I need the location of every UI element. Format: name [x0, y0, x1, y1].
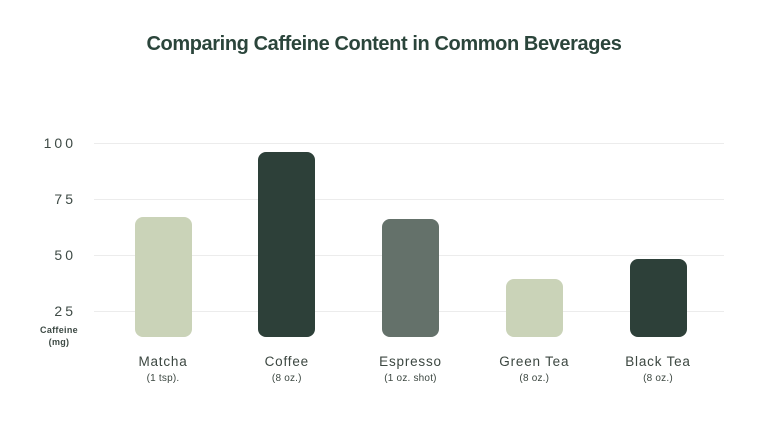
x-label-main-coffee: Coffee — [264, 354, 309, 369]
gridline-100 — [94, 143, 724, 144]
y-tick-label-75: 75 — [54, 190, 76, 207]
x-label-sub-green-tea: (8 oz.) — [519, 373, 550, 384]
x-label-main-espresso: Espresso — [379, 354, 442, 369]
x-label-sub-matcha: (1 tsp). — [146, 373, 180, 384]
y-axis-label: Caffeine (mg) — [36, 325, 82, 348]
x-label-sub-coffee: (8 oz.) — [271, 373, 302, 384]
x-label-matcha: Matcha (1 tsp). — [98, 354, 228, 385]
x-label-sub-black-tea: (8 oz.) — [643, 373, 673, 384]
x-label-coffee: Coffee (8 oz.) — [222, 354, 352, 385]
bar-coffee — [258, 151, 316, 337]
x-label-sub-espresso: (1 oz. shot) — [384, 373, 437, 384]
chart-title: Comparing Caffeine Content in Common Bev… — [146, 33, 622, 55]
y-axis-label-line-1: Caffeine — [40, 325, 78, 335]
bar-green-tea — [505, 279, 563, 337]
bar-espresso — [382, 219, 439, 337]
y-axis-label-line-2: (mg) — [48, 336, 70, 347]
gridline-75 — [94, 198, 724, 200]
x-label-espresso: Espresso (1 oz. shot) — [346, 354, 476, 385]
x-label-main-green-tea: Green Tea — [499, 354, 570, 369]
y-tick-label-100: 100 — [43, 135, 76, 151]
x-label-black-tea: Black Tea (8 oz.) — [593, 354, 723, 385]
x-label-main-matcha: Matcha — [138, 354, 188, 369]
y-tick-label-25: 25 — [54, 302, 76, 319]
y-tick-label-50: 50 — [54, 246, 76, 263]
bar-black-tea — [629, 259, 687, 337]
x-label-main-black-tea: Black Tea — [625, 354, 691, 369]
x-label-green-tea: Green Tea (8 oz.) — [469, 354, 599, 385]
bar-matcha — [134, 216, 192, 337]
